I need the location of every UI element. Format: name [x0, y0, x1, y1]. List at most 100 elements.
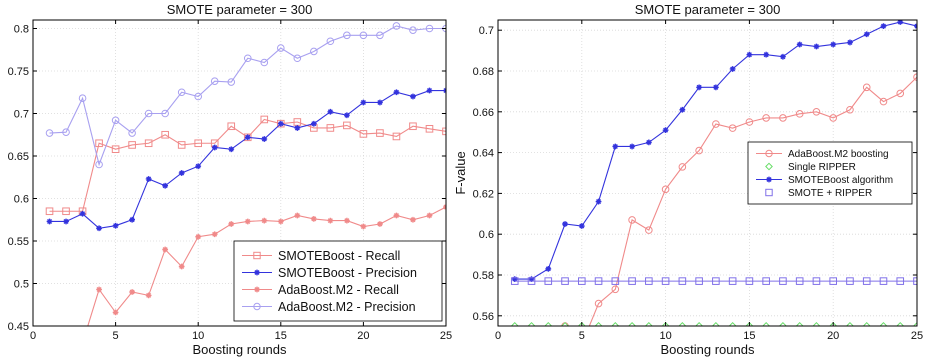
data-point — [359, 130, 368, 138]
data-point — [244, 134, 251, 141]
data-point — [561, 277, 569, 285]
data-point — [244, 218, 251, 225]
data-point — [578, 223, 585, 229]
data-point — [392, 132, 401, 141]
chart-right: 0 5 10 15 20 25 0.56 0.58 0.6 0.62 0.64 0.66 0.68 0.7… — [453, 2, 923, 357]
legend-label: SMOTEBoost algorithm — [788, 175, 893, 186]
data-point — [80, 340, 86, 346]
data-point — [129, 289, 135, 295]
data-point — [47, 340, 53, 346]
data-point — [863, 31, 870, 38]
data-point — [713, 84, 719, 91]
data-point — [277, 44, 285, 52]
data-point — [879, 277, 888, 285]
y-axis-label: F-value — [453, 151, 468, 194]
data-point — [162, 246, 169, 253]
data-point — [645, 139, 652, 146]
data-point — [847, 39, 853, 46]
data-point — [277, 120, 284, 127]
data-point — [211, 231, 218, 238]
data-point — [360, 99, 367, 106]
data-point — [377, 221, 383, 227]
data-point — [510, 321, 519, 326]
data-point — [628, 277, 636, 285]
data-point — [729, 66, 736, 72]
data-point — [177, 88, 186, 97]
data-point — [679, 106, 686, 113]
data-point — [544, 277, 553, 285]
data-point — [442, 127, 446, 136]
data-point — [611, 285, 620, 294]
data-point — [227, 122, 236, 131]
data-point — [880, 23, 887, 29]
data-point — [812, 277, 821, 285]
data-point — [829, 114, 838, 122]
y-tick-label: 0.65 — [8, 151, 29, 163]
data-point — [695, 321, 704, 326]
grid — [498, 20, 917, 326]
data-point — [577, 321, 586, 326]
chart-title: SMOTE parameter = 300 — [167, 2, 313, 17]
data-point — [145, 292, 152, 299]
data-point — [46, 218, 53, 225]
data-point — [376, 129, 384, 137]
data-point — [426, 87, 433, 94]
data-point — [128, 129, 136, 137]
data-point — [261, 136, 268, 142]
x-tick-label: 5 — [579, 330, 585, 342]
data-point — [896, 321, 905, 326]
data-point — [260, 58, 269, 67]
y-tick-label: 0.58 — [473, 270, 494, 282]
series-group — [510, 20, 917, 348]
data-point — [195, 233, 202, 240]
data-point — [425, 24, 434, 33]
data-point — [896, 277, 905, 285]
y-tick-label: 0.7 — [14, 109, 29, 121]
legend-label: SMOTEBoost - Recall — [278, 249, 400, 263]
data-point — [561, 321, 570, 326]
legend-marker — [765, 188, 773, 197]
data-point — [527, 277, 536, 285]
data-point — [644, 321, 653, 326]
data-point — [545, 341, 552, 348]
data-point — [195, 163, 202, 170]
data-point — [695, 277, 703, 285]
data-point — [178, 170, 185, 176]
data-point — [862, 321, 871, 326]
data-point — [63, 340, 69, 346]
data-point — [359, 31, 368, 40]
data-point — [796, 41, 803, 48]
x-tick-label: 15 — [275, 330, 287, 342]
data-point — [912, 321, 917, 326]
legend-label: AdaBoost.M2 boosting — [788, 149, 889, 160]
data-point — [393, 89, 400, 96]
data-point — [261, 217, 268, 224]
data-point — [62, 128, 70, 136]
data-point — [661, 277, 670, 285]
data-point — [527, 321, 536, 326]
data-point — [45, 207, 54, 216]
data-point — [545, 266, 552, 272]
y-tick-label: 0.66 — [473, 107, 494, 119]
data-point — [327, 108, 334, 115]
data-point — [393, 212, 400, 219]
x-tick-label: 15 — [743, 330, 755, 342]
legend: SMOTEBoost - Recall SMOTEBoost - Precisio… — [233, 240, 443, 322]
x-tick-label: 20 — [827, 330, 839, 342]
x-axis-label: Boosting rounds — [661, 342, 755, 357]
data-point — [326, 124, 335, 132]
chart-left: 0 5 10 15 20 25 0.45 0.5 0.55 0.6 0.65 0.7 0.75 0.8 SM… — [8, 2, 453, 357]
x-axis-label: Boosting rounds — [193, 342, 287, 357]
data-point — [243, 54, 252, 63]
data-point — [745, 118, 754, 126]
data-point — [728, 277, 737, 285]
legend-label: AdaBoost.M2 - Precision — [278, 300, 416, 314]
data-point — [678, 321, 687, 326]
data-point — [728, 321, 737, 326]
legend-marker — [766, 176, 772, 183]
data-point — [409, 26, 417, 35]
data-point — [528, 276, 535, 282]
y-tick-label: 0.68 — [473, 66, 494, 78]
